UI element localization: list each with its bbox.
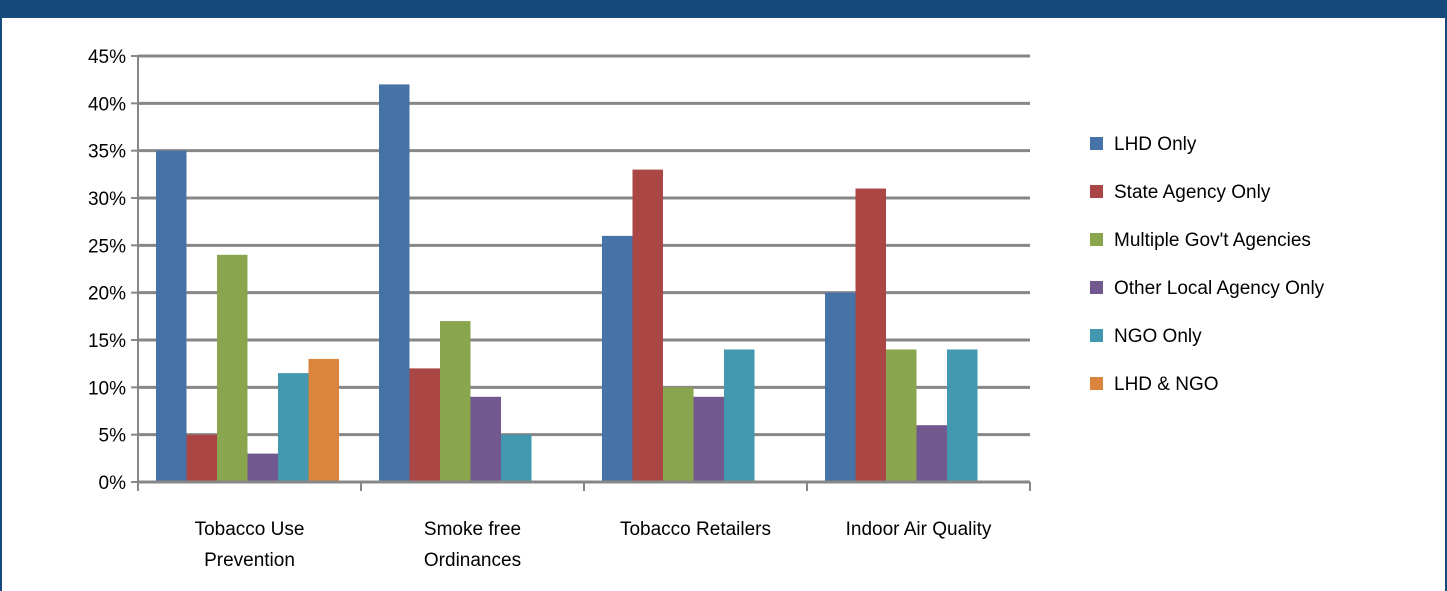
bar — [602, 235, 633, 482]
x-tick-label: Tobacco Use — [195, 519, 305, 540]
y-tick-label: 5% — [99, 426, 127, 447]
legend-swatch — [1090, 185, 1103, 198]
x-axis-labels: Tobacco Use Prevention Smoke free Ordinance… — [195, 519, 992, 571]
legend-label: LHD Only — [1114, 134, 1197, 155]
bar — [440, 321, 471, 482]
bar — [156, 150, 187, 482]
bar — [693, 396, 724, 482]
x-tick-label: Tobacco Retailers — [620, 519, 771, 540]
y-tick-label: 0% — [99, 473, 127, 494]
legend-label: NGO Only — [1114, 326, 1202, 347]
legend-swatch — [1090, 281, 1103, 294]
y-tick-label: 35% — [88, 142, 126, 163]
bar — [308, 358, 339, 482]
legend-swatch — [1090, 377, 1103, 390]
x-tick-label: Indoor Air Quality — [846, 519, 992, 540]
bar — [470, 396, 501, 482]
bar — [947, 349, 978, 482]
x-tick-label: Prevention — [204, 550, 295, 571]
bar — [247, 453, 278, 482]
bar — [632, 169, 663, 482]
bar — [501, 434, 532, 482]
y-tick-label: 10% — [88, 378, 126, 399]
legend-swatch — [1090, 329, 1103, 342]
legend-label: Multiple Gov't Agencies — [1114, 230, 1311, 251]
bar — [379, 84, 410, 483]
bar — [278, 373, 309, 482]
legend-label: State Agency Only — [1114, 182, 1271, 203]
bar — [186, 434, 217, 482]
legend-swatch — [1090, 233, 1103, 246]
x-tick-label: Ordinances — [424, 550, 521, 571]
legend-swatch — [1090, 137, 1103, 150]
bar — [825, 292, 856, 482]
y-tick-label: 15% — [88, 331, 126, 352]
bar — [663, 387, 694, 482]
legend: LHD Only State Agency Only Multiple Gov't … — [1090, 134, 1325, 395]
legend-label: Other Local Agency Only — [1114, 278, 1325, 299]
bars — [156, 84, 978, 483]
bar — [886, 349, 917, 482]
bar — [855, 188, 886, 483]
y-tick-label: 30% — [88, 189, 126, 210]
bar — [916, 425, 947, 482]
bar — [724, 349, 755, 482]
y-axis-ticks: 0% 5% 10% 15% 20% 25% 30% 35% 40% 45% — [88, 47, 126, 494]
y-tick-label: 25% — [88, 236, 126, 257]
x-axis — [137, 480, 1031, 491]
y-tick-label: 40% — [88, 94, 126, 115]
legend-label: LHD & NGO — [1114, 374, 1219, 395]
bar — [409, 368, 440, 482]
x-tick-label: Smoke free — [424, 519, 521, 540]
y-tick-label: 20% — [88, 284, 126, 305]
bar — [217, 254, 248, 482]
y-tick-label: 45% — [88, 47, 126, 68]
